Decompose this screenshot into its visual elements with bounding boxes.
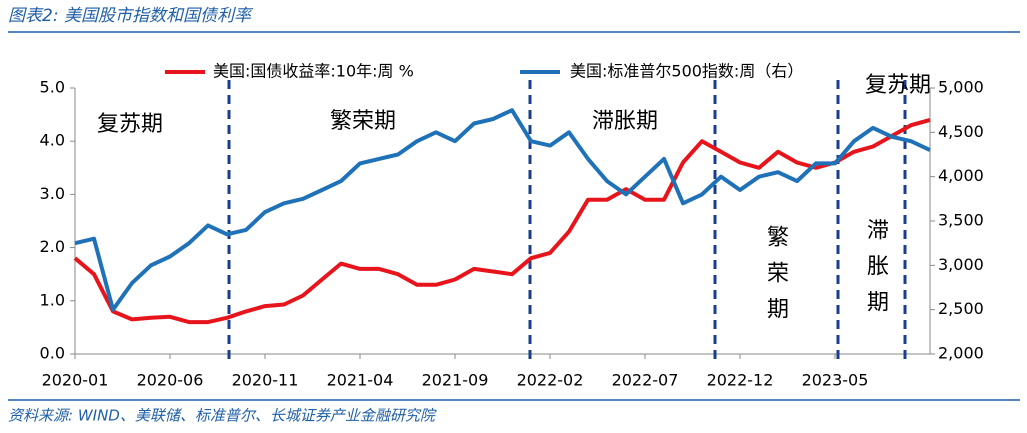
x-tick-label: 2022-12 [707,371,774,390]
x-tick-label: 2020-11 [232,371,299,390]
x-tick-label: 2022-02 [517,371,584,390]
x-tick-label: 2020-06 [137,371,204,390]
phase-label: 复苏期 [97,112,163,137]
y-tick-label: 3.0 [40,184,65,203]
y2-tick-label: 2,500 [938,299,984,318]
phase-label: 复苏期 [865,73,931,98]
y-tick-label: 5.0 [40,78,65,97]
y2-tick-label: 3,000 [938,255,984,274]
chart-title: 图表2: 美国股市指数和国债利率 [8,6,254,26]
y2-tick-label: 2,000 [938,344,984,363]
phase-label: 繁荣期 [763,225,789,333]
x-tick-label: 2022-07 [612,371,679,390]
phase-label: 繁荣期 [330,109,396,134]
source: 资料来源: WIND、美联储、标准普尔、长城证券产业金融研究院 [8,407,437,425]
x-tick-label: 2023-05 [802,371,869,390]
line-series [74,108,931,312]
y2-tick-label: 3,500 [938,211,984,230]
y2-tick-label: 5,000 [938,78,984,97]
phase-label: 滞胀期 [592,109,658,134]
x-tick-label: 2021-09 [422,371,489,390]
legend-label: 美国:标准普尔500指数:周（右） [570,62,803,81]
y-tick-label: 0.0 [40,344,65,363]
y-tick-label: 4.0 [40,131,65,150]
legend-label: 美国:国债收益率:10年:周 % [213,62,414,81]
y2-tick-label: 4,000 [938,166,984,185]
y2-tick-label: 4,500 [938,122,984,141]
x-tick-label: 2021-04 [327,371,394,390]
y-tick-label: 1.0 [40,290,65,309]
y-tick-label: 2.0 [40,237,65,256]
x-tick-label: 2020-01 [42,371,109,390]
line-series [73,117,931,325]
phase-label: 滞胀期 [863,218,889,326]
